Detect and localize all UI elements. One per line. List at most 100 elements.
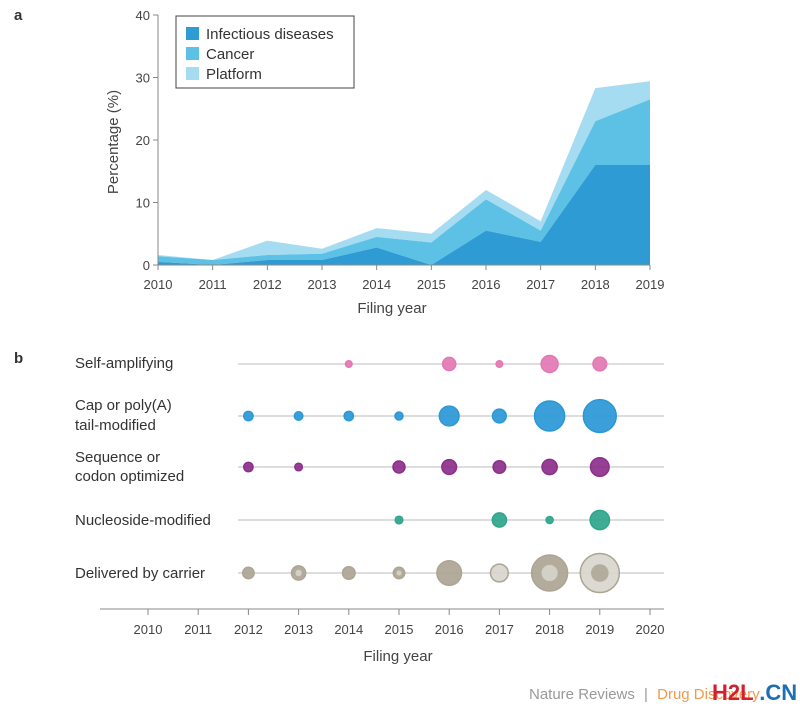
area-platform — [158, 81, 650, 260]
x-tick-label: 2013 — [284, 622, 313, 637]
y-tick-label: 40 — [136, 8, 150, 23]
y-tick-label: 0 — [143, 258, 150, 273]
bubble — [344, 359, 353, 369]
legend-swatch — [186, 67, 199, 80]
bubble — [592, 356, 608, 372]
x-tick-label: 2010 — [134, 622, 163, 637]
row-label: Delivered by carrier — [75, 565, 205, 582]
bubble-row: Nucleoside-modified — [75, 509, 664, 531]
bubble — [489, 563, 510, 583]
bubble — [438, 405, 460, 427]
row-label: Cap or poly(A) — [75, 397, 172, 414]
bubble — [533, 400, 566, 432]
bubble-row: Cap or poly(A) tail-modified — [75, 397, 664, 434]
footer: Nature Reviews | Drug Discovery H2L .CN — [529, 680, 797, 705]
y-tick-label: 10 — [136, 196, 150, 211]
x-tick-label: 2015 — [417, 277, 446, 292]
bubble — [243, 461, 254, 473]
x-tick-label: 2012 — [234, 622, 263, 637]
area-layers — [158, 81, 650, 266]
bubble — [294, 462, 304, 472]
bubble — [394, 515, 404, 525]
panel-b-x-axis-title: Filing year — [363, 648, 432, 665]
bubble-row: Self-amplifying — [75, 354, 664, 374]
x-tick-label: 2011 — [184, 622, 212, 637]
y-tick-label: 20 — [136, 133, 150, 148]
panel-b-letter: b — [14, 350, 23, 367]
legend-label: Cancer — [206, 46, 254, 63]
bubble — [589, 509, 611, 531]
legend-swatch — [186, 47, 199, 60]
row-label: Self-amplifying — [75, 355, 173, 372]
bubble — [293, 411, 304, 421]
x-tick-label: 2011 — [199, 277, 227, 292]
area-cancer — [158, 99, 650, 266]
legend-label: Infectious diseases — [206, 26, 334, 43]
bubble-inner — [591, 564, 609, 582]
bubble — [392, 460, 406, 474]
legend-box — [175, 15, 355, 89]
panel-a-axes: 0 10 20 30 40 2010 2011 2012 2013 2014 2015 2016 201… — [136, 8, 665, 292]
journal-separator: | — [644, 686, 648, 703]
x-tick-label: 2010 — [144, 277, 173, 292]
bubble — [436, 559, 463, 587]
journal-credit: Nature Reviews | Drug Discovery — [529, 686, 760, 703]
legend: Infectious diseases Cancer Platform — [175, 15, 355, 89]
bubble-row: Delivered by carrier — [75, 552, 664, 594]
watermark-cn: .CN — [759, 680, 797, 705]
x-tick-label: 2014 — [334, 622, 363, 637]
row-label: Nucleoside-modified — [75, 512, 211, 529]
bubble — [541, 458, 558, 476]
watermark-h2l: H2L — [712, 680, 753, 705]
bubble — [491, 512, 508, 528]
watermark-logo: H2L .CN — [712, 680, 797, 705]
bubble — [394, 411, 404, 421]
x-tick-label: 2016 — [472, 277, 501, 292]
bubble-inner — [541, 564, 558, 582]
bubble-row: Sequence or codon optimized — [75, 449, 664, 485]
x-tick-label: 2015 — [385, 622, 414, 637]
legend-swatch — [186, 27, 199, 40]
bubble — [540, 354, 559, 374]
journal-name: Nature Reviews — [529, 686, 635, 703]
bubble-inner — [295, 569, 302, 577]
bubble — [441, 356, 457, 372]
bubble — [492, 459, 507, 475]
x-tick-label: 2019 — [585, 622, 614, 637]
panel-a-x-axis-title: Filing year — [357, 300, 426, 317]
x-tick-label: 2019 — [636, 277, 665, 292]
panel-b-axes: 2010 2011 2012 2013 2014 2015 2016 2017 2018 2019… — [100, 608, 665, 637]
bubble — [241, 566, 255, 580]
x-tick-label: 2017 — [485, 622, 514, 637]
bubble — [243, 410, 254, 422]
bubble — [545, 515, 554, 525]
y-tick-label: 30 — [136, 71, 150, 86]
bubble — [441, 458, 458, 476]
x-tick-label: 2017 — [526, 277, 555, 292]
bubble-rows: Self-amplifying Cap or poly(A) tail-modifi… — [75, 354, 664, 594]
panel-a: a 0 10 20 30 40 2010 2011 2012 2013 2014 2015 2016 2… — [14, 7, 664, 317]
bubble-inner — [396, 570, 402, 576]
row-label: tail-modified — [75, 417, 156, 434]
x-tick-label: 2014 — [362, 277, 391, 292]
x-tick-label: 2020 — [636, 622, 665, 637]
bubble — [491, 408, 507, 424]
row-label: Sequence or — [75, 449, 160, 466]
x-tick-label: 2018 — [581, 277, 610, 292]
bubble — [589, 456, 610, 478]
journal-subtitle: Drug Discovery — [657, 686, 760, 703]
bubble — [495, 359, 504, 369]
x-tick-label: 2012 — [253, 277, 282, 292]
x-tick-label: 2013 — [308, 277, 337, 292]
row-label: codon optimized — [75, 468, 184, 485]
legend-label: Platform — [206, 66, 262, 83]
x-tick-label: 2016 — [435, 622, 464, 637]
bubble — [341, 565, 356, 581]
panel-a-letter: a — [14, 7, 23, 24]
x-tick-label: 2018 — [535, 622, 564, 637]
bubble — [582, 398, 617, 434]
area-infectious-diseases — [158, 165, 650, 265]
panel-a-y-axis-title: Percentage (%) — [105, 90, 122, 194]
bubble — [343, 410, 355, 422]
